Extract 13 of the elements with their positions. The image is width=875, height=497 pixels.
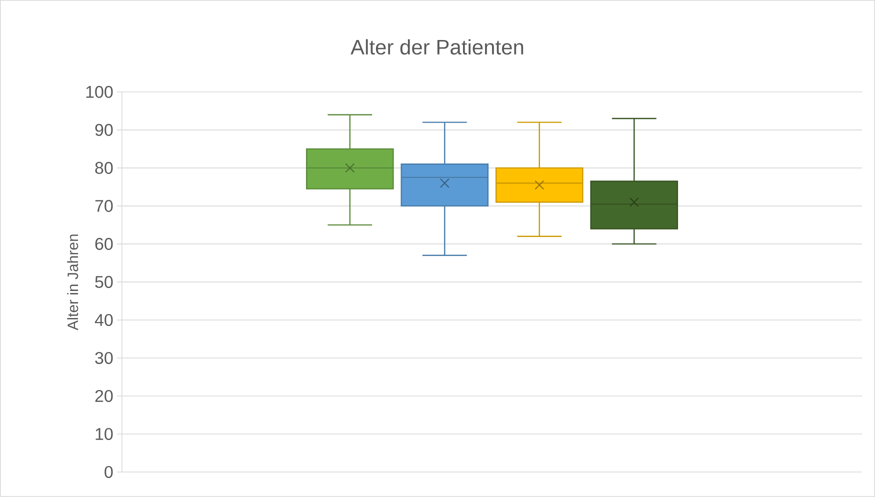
y-tick-label: 10 <box>96 428 113 440</box>
y-tick-label: 60 <box>95 238 113 250</box>
y-tick-label: 20 <box>95 390 113 402</box>
y-tick-label: 100 <box>86 86 113 98</box>
y-axis-title: Alter in Jahren <box>67 234 78 330</box>
y-tick-label: 50 <box>95 276 113 288</box>
y-tick-label: 70 <box>95 200 113 212</box>
y-tick-label: 40 <box>94 314 113 326</box>
y-tick-label: 0 <box>104 466 113 478</box>
y-tick-label: 30 <box>95 352 113 364</box>
y-tick-label: 90 <box>95 124 113 136</box>
chart-title: Alter der Patienten <box>350 39 524 55</box>
y-tick-label: 80 <box>95 162 113 174</box>
